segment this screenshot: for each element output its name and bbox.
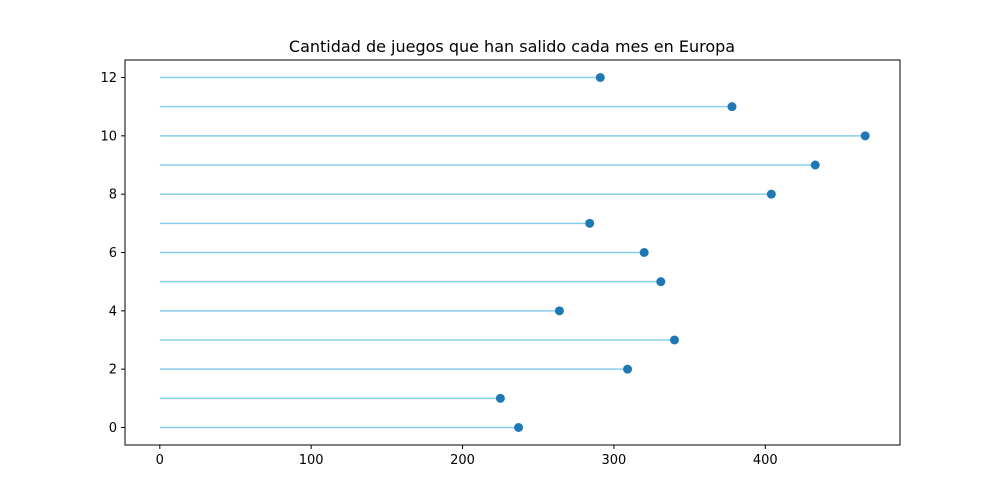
lollipop-marker-8 bbox=[766, 189, 776, 199]
y-tick-label: 0 bbox=[109, 421, 117, 436]
lollipop-marker-2 bbox=[623, 364, 633, 374]
x-tick-label: 0 bbox=[156, 453, 164, 468]
lollipop-marker-4 bbox=[554, 306, 564, 316]
lollipop-marker-6 bbox=[639, 248, 649, 257]
lollipop-marker-7 bbox=[585, 218, 595, 228]
x-axis: 0 100 200 300 400 bbox=[156, 445, 778, 468]
y-tick-label: 6 bbox=[109, 246, 117, 261]
x-tick-label: 200 bbox=[450, 453, 475, 468]
lollipop-marker-0 bbox=[514, 423, 524, 432]
lollipop-marker-3 bbox=[669, 335, 679, 345]
lollipop-marker-1 bbox=[495, 393, 505, 403]
x-tick-label: 400 bbox=[753, 453, 778, 468]
plot-area bbox=[159, 73, 870, 432]
y-tick-label: 8 bbox=[109, 188, 117, 203]
lollipop-marker-10 bbox=[860, 131, 870, 141]
y-tick-label: 10 bbox=[100, 129, 117, 144]
y-tick-label: 12 bbox=[100, 71, 117, 86]
lollipop-marker-12 bbox=[595, 73, 605, 82]
chart-title: Cantidad de juegos que han salido cada m… bbox=[289, 37, 735, 56]
y-tick-label: 2 bbox=[109, 363, 117, 378]
lollipop-marker-5 bbox=[656, 277, 666, 287]
x-tick-label: 300 bbox=[602, 453, 627, 468]
lollipop-marker-9 bbox=[810, 160, 820, 170]
lollipop-marker-11 bbox=[727, 102, 737, 112]
x-tick-label: 100 bbox=[299, 453, 324, 468]
y-axis: 0 2 4 6 8 10 12 bbox=[100, 71, 125, 436]
y-tick-label: 4 bbox=[109, 304, 117, 319]
